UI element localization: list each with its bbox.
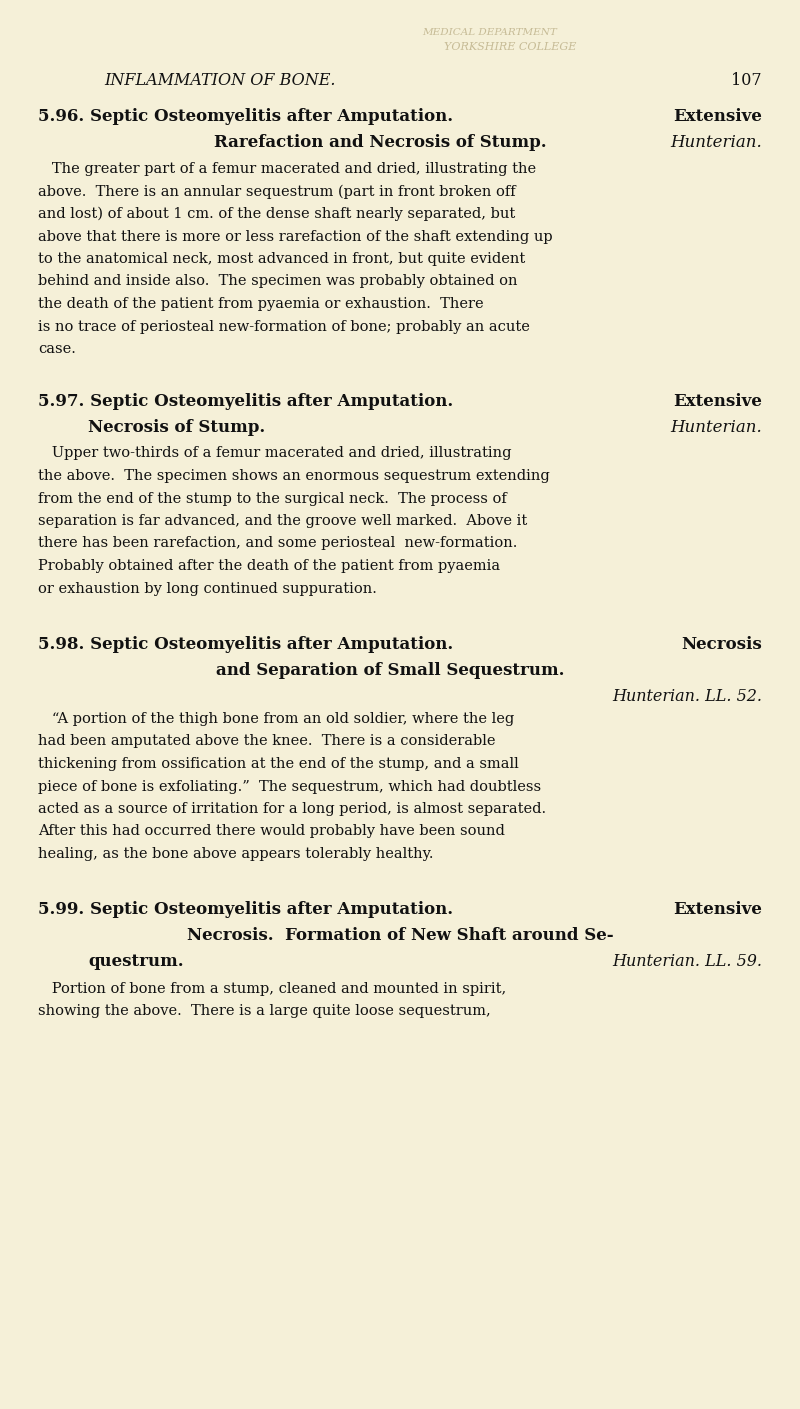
Text: questrum.: questrum. (88, 954, 184, 971)
Text: 5.96. Septic Osteomyelitis after Amputation.: 5.96. Septic Osteomyelitis after Amputat… (38, 108, 453, 125)
Text: is no trace of periosteal new-formation of bone; probably an acute: is no trace of periosteal new-formation … (38, 320, 530, 334)
Text: and Separation of Small Sequestrum.: and Separation of Small Sequestrum. (216, 662, 564, 679)
Text: above.  There is an annular sequestrum (part in front broken off: above. There is an annular sequestrum (p… (38, 185, 516, 199)
Text: the above.  The specimen shows an enormous sequestrum extending: the above. The specimen shows an enormou… (38, 469, 550, 483)
Text: Hunterian. LL. 59.: Hunterian. LL. 59. (612, 954, 762, 971)
Text: piece of bone is exfoliating.”  The sequestrum, which had doubtless: piece of bone is exfoliating.” The seque… (38, 779, 541, 793)
Text: Necrosis of Stump.: Necrosis of Stump. (88, 418, 266, 435)
Text: healing, as the bone above appears tolerably healthy.: healing, as the bone above appears toler… (38, 847, 434, 861)
Text: case.: case. (38, 342, 76, 356)
Text: Extensive: Extensive (673, 108, 762, 125)
Text: Hunterian.: Hunterian. (670, 134, 762, 151)
Text: there has been rarefaction, and some periosteal  new-formation.: there has been rarefaction, and some per… (38, 537, 518, 551)
Text: behind and inside also.  The specimen was probably obtained on: behind and inside also. The specimen was… (38, 275, 518, 289)
Text: Extensive: Extensive (673, 393, 762, 410)
Text: Portion of bone from a stump, cleaned and mounted in spirit,: Portion of bone from a stump, cleaned an… (38, 982, 506, 996)
Text: The greater part of a femur macerated and dried, illustrating the: The greater part of a femur macerated an… (38, 162, 536, 176)
Text: INFLAMMATION OF BONE.: INFLAMMATION OF BONE. (104, 72, 336, 89)
Text: Probably obtained after the death of the patient from pyaemia: Probably obtained after the death of the… (38, 559, 500, 573)
Text: 5.99. Septic Osteomyelitis after Amputation.: 5.99. Septic Osteomyelitis after Amputat… (38, 902, 453, 919)
Text: to the anatomical neck, most advanced in front, but quite evident: to the anatomical neck, most advanced in… (38, 252, 526, 266)
Text: Hunterian.: Hunterian. (670, 418, 762, 435)
Text: above that there is more or less rarefaction of the shaft extending up: above that there is more or less rarefac… (38, 230, 553, 244)
Text: 107: 107 (731, 72, 762, 89)
Text: Necrosis: Necrosis (682, 635, 762, 652)
Text: 5.97. Septic Osteomyelitis after Amputation.: 5.97. Septic Osteomyelitis after Amputat… (38, 393, 454, 410)
Text: Hunterian. LL. 52.: Hunterian. LL. 52. (612, 688, 762, 704)
Text: “A portion of the thigh bone from an old soldier, where the leg: “A portion of the thigh bone from an old… (38, 712, 514, 726)
Text: and lost) of about 1 cm. of the dense shaft nearly separated, but: and lost) of about 1 cm. of the dense sh… (38, 207, 515, 221)
Text: showing the above.  There is a large quite loose sequestrum,: showing the above. There is a large quit… (38, 1005, 490, 1017)
Text: had been amputated above the knee.  There is a considerable: had been amputated above the knee. There… (38, 734, 495, 748)
Text: acted as a source of irritation for a long period, is almost separated.: acted as a source of irritation for a lo… (38, 802, 546, 816)
Text: 5.98. Septic Osteomyelitis after Amputation.: 5.98. Septic Osteomyelitis after Amputat… (38, 635, 454, 652)
Text: Extensive: Extensive (673, 902, 762, 919)
Text: separation is far advanced, and the groove well marked.  Above it: separation is far advanced, and the groo… (38, 514, 527, 528)
Text: After this had occurred there would probably have been sound: After this had occurred there would prob… (38, 824, 505, 838)
Text: Necrosis.  Formation of New Shaft around Se-: Necrosis. Formation of New Shaft around … (186, 927, 614, 944)
Text: Rarefaction and Necrosis of Stump.: Rarefaction and Necrosis of Stump. (214, 134, 546, 151)
Text: Upper two-thirds of a femur macerated and dried, illustrating: Upper two-thirds of a femur macerated an… (38, 447, 511, 461)
Text: MEDICAL DEPARTMENT: MEDICAL DEPARTMENT (422, 28, 558, 37)
Text: the death of the patient from pyaemia or exhaustion.  There: the death of the patient from pyaemia or… (38, 297, 484, 311)
Text: YORKSHIRE COLLEGE: YORKSHIRE COLLEGE (444, 42, 576, 52)
Text: thickening from ossification at the end of the stump, and a small: thickening from ossification at the end … (38, 757, 518, 771)
Text: or exhaustion by long continued suppuration.: or exhaustion by long continued suppurat… (38, 582, 377, 596)
Text: from the end of the stump to the surgical neck.  The process of: from the end of the stump to the surgica… (38, 492, 506, 506)
